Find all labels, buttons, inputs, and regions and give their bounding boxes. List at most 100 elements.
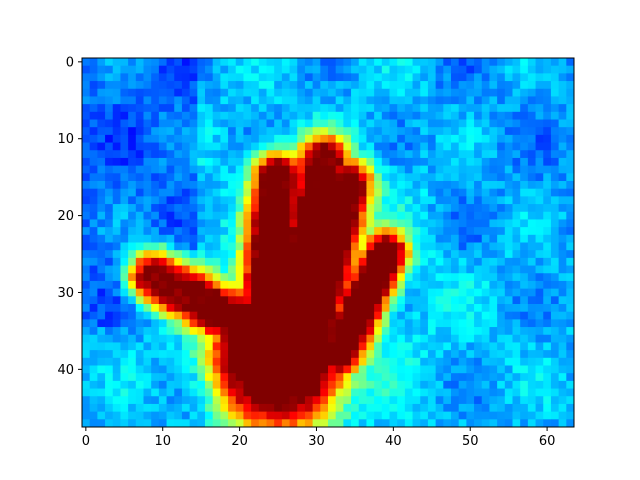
heatmap-cell: [212, 181, 221, 190]
heatmap-cell: [143, 111, 152, 120]
heatmap-cell: [351, 165, 360, 174]
heatmap-cell: [412, 96, 421, 105]
heatmap-cell: [381, 365, 390, 374]
heatmap-cell: [258, 88, 267, 97]
heatmap-cell: [312, 419, 321, 428]
heatmap-cell: [212, 250, 221, 259]
heatmap-cell: [82, 265, 91, 274]
heatmap-cell: [128, 265, 137, 274]
heatmap-cell: [358, 257, 367, 266]
heatmap-cell: [481, 327, 490, 336]
heatmap-cell: [512, 127, 521, 136]
heatmap-cell: [550, 111, 560, 120]
heatmap-cell: [458, 403, 467, 413]
heatmap-cell: [166, 327, 175, 336]
heatmap-cell: [112, 134, 121, 143]
heatmap-cell: [189, 411, 198, 420]
heatmap-cell: [243, 419, 252, 428]
heatmap-cell: [474, 296, 483, 305]
heatmap-cell: [289, 211, 298, 220]
heatmap-cell: [504, 165, 513, 174]
heatmap-cell: [474, 119, 483, 128]
heatmap-cell: [543, 173, 552, 182]
heatmap-cell: [351, 319, 360, 328]
heatmap-cell: [258, 265, 267, 274]
heatmap-cell: [312, 150, 321, 159]
heatmap-cell: [520, 250, 529, 259]
heatmap-cell: [174, 134, 183, 143]
heatmap-cell: [181, 173, 191, 182]
heatmap-cell: [304, 334, 314, 343]
heatmap-cell: [374, 181, 383, 190]
heatmap-cell: [304, 242, 314, 251]
heatmap-cell: [297, 350, 306, 359]
heatmap-cell: [566, 96, 575, 105]
heatmap-cell: [143, 288, 152, 297]
heatmap-cell: [550, 334, 560, 343]
heatmap-cell: [274, 111, 283, 120]
heatmap-cell: [520, 280, 529, 290]
heatmap-cell: [228, 257, 237, 266]
heatmap-cell: [343, 380, 352, 389]
heatmap-cell: [558, 234, 567, 243]
heatmap-cell: [497, 188, 506, 197]
heatmap-cell: [251, 211, 260, 220]
heatmap-cell: [235, 411, 244, 420]
heatmap-cell: [358, 365, 367, 374]
heatmap-cell: [151, 396, 160, 405]
heatmap-cell: [82, 334, 91, 343]
heatmap-cell: [504, 157, 513, 167]
heatmap-cell: [374, 65, 383, 74]
heatmap-cell: [189, 234, 198, 243]
heatmap-cell: [550, 73, 560, 82]
heatmap-cell: [228, 357, 237, 366]
heatmap-cell: [166, 211, 175, 220]
heatmap-cell: [151, 411, 160, 420]
heatmap-cell: [543, 319, 552, 328]
heatmap-cell: [535, 88, 544, 97]
heatmap-cell: [335, 65, 344, 74]
heatmap-cell: [374, 119, 383, 128]
heatmap-cell: [82, 88, 91, 97]
heatmap-cell: [335, 242, 344, 251]
heatmap-cell: [404, 380, 413, 389]
heatmap-cell: [558, 296, 567, 305]
heatmap-cell: [289, 403, 298, 413]
heatmap-cell: [189, 188, 198, 197]
heatmap-cell: [297, 134, 306, 143]
heatmap-cell: [166, 119, 175, 128]
heatmap-cell: [397, 173, 406, 182]
heatmap-cell: [566, 81, 575, 90]
heatmap-cell: [297, 173, 306, 182]
heatmap-cell: [497, 280, 506, 290]
heatmap-cell: [366, 296, 375, 305]
heatmap-cell: [328, 242, 337, 251]
heatmap-cell: [389, 181, 398, 190]
heatmap-cell: [389, 73, 398, 82]
heatmap-cell: [320, 219, 329, 228]
heatmap-cell: [504, 342, 513, 351]
heatmap-cell: [212, 304, 221, 313]
heatmap-cell: [112, 388, 121, 397]
heatmap-cell: [351, 81, 360, 90]
heatmap-cell: [427, 396, 437, 405]
heatmap-cell: [358, 127, 367, 136]
heatmap-cell: [381, 350, 390, 359]
heatmap-cell: [174, 396, 183, 405]
heatmap-cell: [458, 111, 467, 120]
heatmap-cell: [458, 296, 467, 305]
heatmap-cell: [497, 111, 506, 120]
heatmap-cell: [466, 173, 475, 182]
heatmap-cell: [82, 58, 91, 67]
heatmap-cell: [527, 211, 536, 220]
heatmap-cell: [251, 234, 260, 243]
heatmap-cell: [243, 119, 252, 128]
heatmap-cell: [566, 373, 575, 382]
heatmap-cell: [512, 265, 521, 274]
heatmap-cell: [474, 280, 483, 290]
heatmap-cell: [251, 280, 260, 290]
heatmap-cell: [397, 73, 406, 82]
heatmap-cell: [151, 142, 160, 151]
heatmap-cell: [497, 350, 506, 359]
heatmap-cell: [97, 157, 106, 167]
